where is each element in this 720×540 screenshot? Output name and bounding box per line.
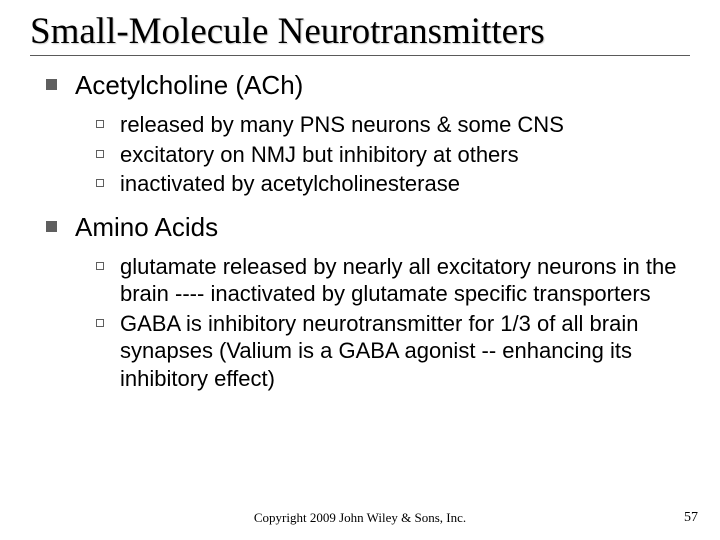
copyright-footer: Copyright 2009 John Wiley & Sons, Inc. [0,510,720,526]
hollow-square-bullet-icon [96,150,104,158]
sublist: released by many PNS neurons & some CNS … [96,111,690,198]
section-heading: Amino Acids [75,212,218,243]
list-item: glutamate released by nearly all excitat… [96,253,690,308]
sub-item-text: GABA is inhibitory neurotransmitter for … [120,310,690,393]
slide-title: Small-Molecule Neurotransmitters [30,10,690,55]
page-number: 57 [684,510,698,526]
section-heading: Acetylcholine (ACh) [75,70,303,101]
hollow-square-bullet-icon [96,120,104,128]
sub-item-text: glutamate released by nearly all excitat… [120,253,690,308]
list-item: excitatory on NMJ but inhibitory at othe… [96,141,690,169]
title-underline [30,55,690,56]
list-item: released by many PNS neurons & some CNS [96,111,690,139]
sublist: glutamate released by nearly all excitat… [96,253,690,393]
list-item: inactivated by acetylcholinesterase [96,170,690,198]
sub-item-text: excitatory on NMJ but inhibitory at othe… [120,141,519,169]
list-item: GABA is inhibitory neurotransmitter for … [96,310,690,393]
sub-item-text: released by many PNS neurons & some CNS [120,111,564,139]
hollow-square-bullet-icon [96,179,104,187]
slide-content: Acetylcholine (ACh) released by many PNS… [30,70,690,392]
hollow-square-bullet-icon [96,262,104,270]
sub-item-text: inactivated by acetylcholinesterase [120,170,460,198]
list-item: Acetylcholine (ACh) [46,70,690,101]
list-item: Amino Acids [46,212,690,243]
square-bullet-icon [46,79,57,90]
slide: Small-Molecule Neurotransmitters Acetylc… [0,0,720,540]
square-bullet-icon [46,221,57,232]
hollow-square-bullet-icon [96,319,104,327]
